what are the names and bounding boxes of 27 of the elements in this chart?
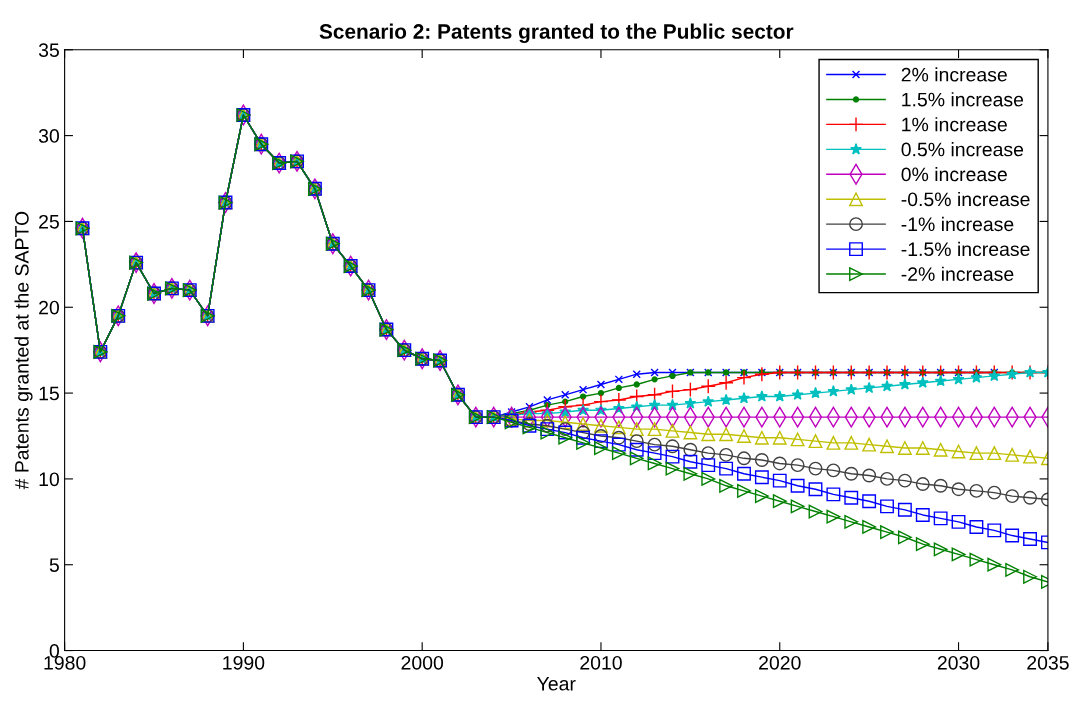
y-tick-label: 15	[39, 386, 59, 401]
x-tick-label: 2035	[1027, 655, 1069, 670]
legend-label: 1.5% increase	[902, 92, 1024, 107]
x-tick-label: 2020	[759, 655, 801, 670]
legend-label: 2% increase	[901, 67, 1007, 82]
legend-label: -2% increase	[901, 266, 1014, 281]
x-tick-label: 1980	[44, 655, 86, 670]
y-tick-label: 35	[38, 43, 59, 58]
y-axis-title: # Patents granted at the SAPTO	[14, 211, 33, 490]
legend-label: -0.5% increase	[901, 191, 1030, 207]
y-tick-label: 30	[38, 129, 59, 143]
x-tick-label: 2010	[580, 655, 622, 670]
x-tick-label: 1990	[223, 655, 265, 670]
x-tick-label: 2030	[937, 655, 980, 670]
x-axis-title: Year	[537, 677, 576, 691]
x-tick-label: 2000	[401, 655, 444, 670]
legend-label: -1.5% increase	[901, 241, 1030, 257]
legend-label: 0% increase	[901, 167, 1007, 182]
legend-label: 0.5% increase	[901, 142, 1024, 157]
y-tick-label: 20	[39, 300, 59, 315]
chart-title: Scenario 2: Patents granted to the Public sector	[319, 23, 794, 44]
y-tick-label: 5	[49, 558, 59, 572]
legend-label: 1% increase	[902, 117, 1007, 132]
y-tick-label: 25	[39, 214, 59, 229]
y-tick-label: 0	[49, 644, 59, 658]
y-tick-label: 10	[39, 472, 59, 487]
legend-label: -1% increase	[901, 216, 1014, 232]
